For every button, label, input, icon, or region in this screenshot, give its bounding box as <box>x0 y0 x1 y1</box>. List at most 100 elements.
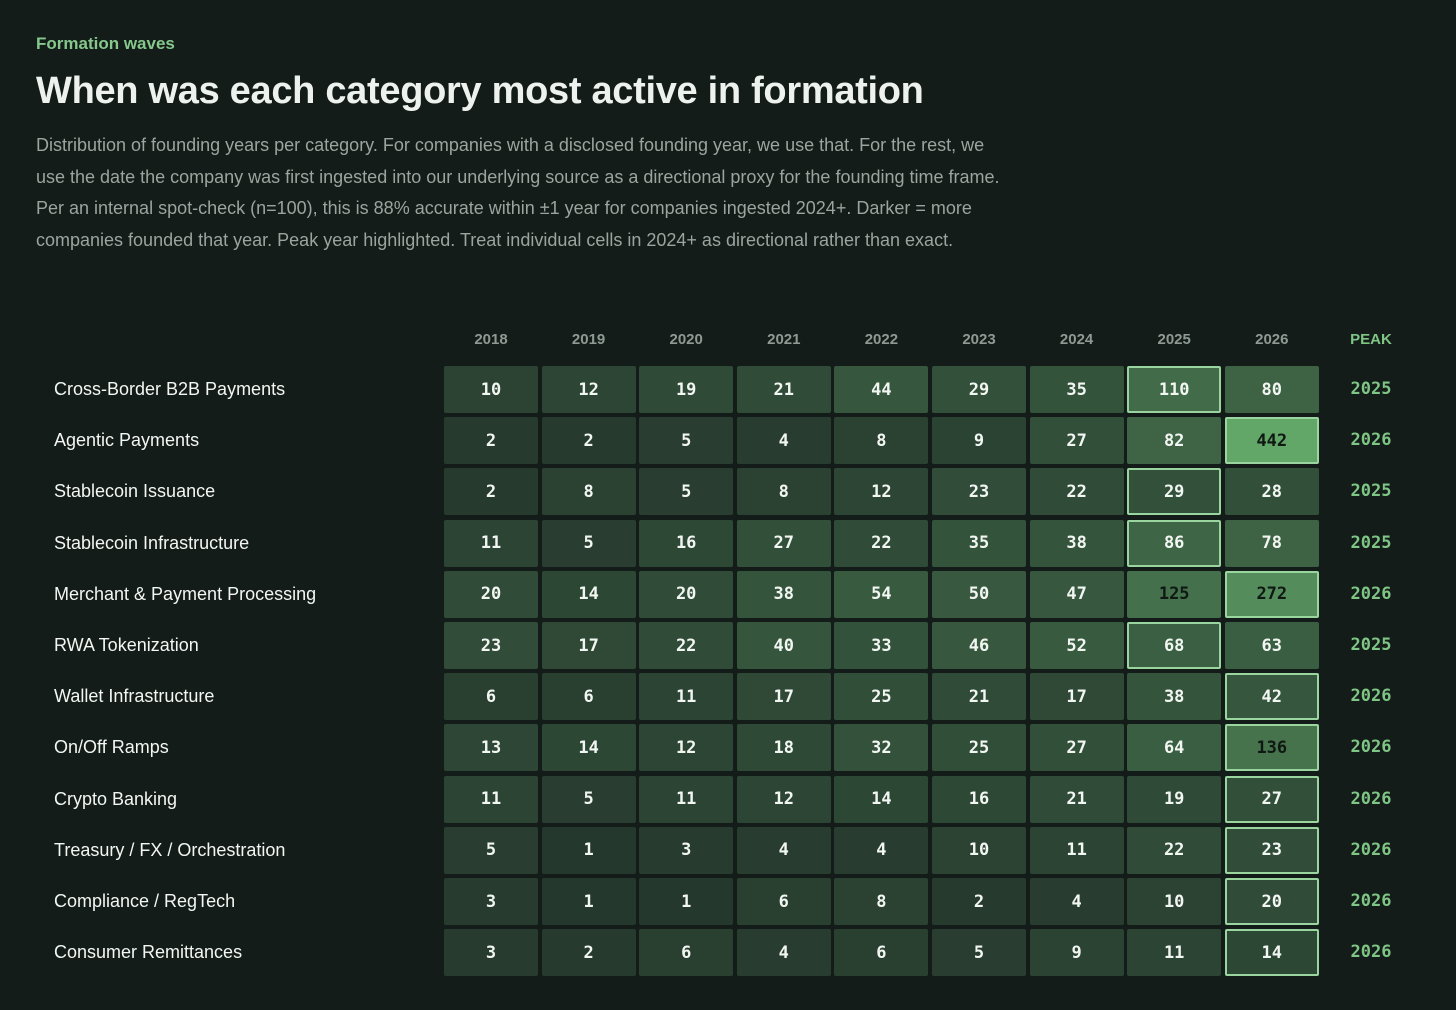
year-column-header: 2021 <box>767 331 801 348</box>
heatmap-cell: 82 <box>1127 417 1222 465</box>
heatmap-cell: 12 <box>736 775 831 823</box>
peak-column-header: PEAK <box>1350 331 1392 348</box>
year-column-header: 2025 <box>1157 331 1191 348</box>
heatmap-cell: 2 <box>444 417 538 465</box>
category-label: On/Off Ramps <box>54 737 169 758</box>
heatmap-cell: 1 <box>541 878 636 925</box>
eyebrow-label: Formation waves <box>36 34 175 53</box>
heatmap-cell: 40 <box>736 622 831 669</box>
page-title: When was each category most active in fo… <box>36 70 924 112</box>
heatmap-cell: 35 <box>1029 366 1124 413</box>
heatmap-cell: 12 <box>639 724 734 772</box>
category-label: Consumer Remittances <box>54 942 243 963</box>
heatmap-cell: 80 <box>1224 366 1319 413</box>
heatmap-cell: 11 <box>444 775 538 823</box>
heatmap-cell: 4 <box>834 826 929 874</box>
heatmap-cell: 13 <box>444 724 538 772</box>
heatmap-cell: 6 <box>736 878 831 925</box>
peak-year-value: 2026 <box>1350 891 1392 911</box>
heatmap-cell: 4 <box>736 417 831 465</box>
heatmap-cell: 22 <box>834 519 929 567</box>
heatmap-cell: 29 <box>1127 468 1222 516</box>
heatmap-cell: 17 <box>736 673 831 721</box>
heatmap-cell: 23 <box>444 622 538 669</box>
category-label: Compliance / RegTech <box>54 891 236 911</box>
heatmap-cell: 1 <box>639 878 734 925</box>
heatmap-cell: 12 <box>834 468 929 516</box>
heatmap-cell: 17 <box>1029 673 1124 721</box>
category-label: Stablecoin Infrastructure <box>54 532 250 553</box>
heatmap-cell: 8 <box>541 468 636 516</box>
heatmap-cell: 63 <box>1224 622 1319 669</box>
heatmap-cell: 27 <box>1029 724 1124 772</box>
heatmap-cell: 21 <box>1029 775 1124 823</box>
heatmap-cell: 2 <box>444 468 538 516</box>
heatmap-cell: 5 <box>639 468 734 516</box>
category-label: Treasury / FX / Orchestration <box>54 839 286 860</box>
category-label: Agentic Payments <box>54 430 200 451</box>
heatmap-cell: 2 <box>541 929 636 977</box>
heatmap-cell: 23 <box>932 468 1026 516</box>
heatmap-cell: 11 <box>639 673 734 721</box>
peak-year-value: 2026 <box>1350 737 1392 758</box>
heatmap-cell: 22 <box>639 622 734 669</box>
year-column-header: 2022 <box>864 331 899 348</box>
heatmap-cell: 20 <box>639 570 734 618</box>
heatmap-cell: 50 <box>932 570 1026 618</box>
heatmap-cell: 32 <box>834 724 929 772</box>
heatmap-cell: 6 <box>541 673 636 721</box>
heatmap-cell: 3 <box>639 826 734 874</box>
peak-year-value: 2026 <box>1350 942 1392 963</box>
heatmap-cell: 25 <box>834 673 929 721</box>
heatmap-cell: 6 <box>834 929 929 977</box>
heatmap-cell: 3 <box>444 929 538 977</box>
heatmap-cell: 16 <box>639 519 734 567</box>
heatmap-cell: 10 <box>932 826 1026 874</box>
chart-description: Distribution of founding years per categ… <box>36 135 1000 250</box>
heatmap-cell: 44 <box>834 366 929 413</box>
heatmap-cell: 10 <box>444 366 538 413</box>
year-column-header: 2026 <box>1255 331 1289 348</box>
heatmap-cell: 1 <box>541 826 636 874</box>
year-column-header: 2019 <box>571 331 606 348</box>
year-column-header: 2023 <box>962 331 996 348</box>
heatmap-cell: 9 <box>1029 929 1124 977</box>
heatmap-cell: 11 <box>444 519 538 567</box>
year-column-header: 2020 <box>669 331 703 348</box>
heatmap-cell: 20 <box>444 570 538 618</box>
heatmap-cell: 8 <box>736 468 831 516</box>
heatmap-cell: 86 <box>1127 519 1222 567</box>
heatmap-cell: 442 <box>1224 417 1319 465</box>
heatmap-cell: 23 <box>1224 826 1319 874</box>
heatmap-cell: 38 <box>1127 673 1222 721</box>
heatmap-cell: 35 <box>932 519 1026 567</box>
year-column-header: 2024 <box>1059 331 1094 348</box>
heatmap-cell: 16 <box>932 775 1026 823</box>
heatmap-cell: 28 <box>1224 468 1319 516</box>
heatmap-cell: 6 <box>639 929 734 977</box>
heatmap-cell: 38 <box>736 570 831 618</box>
heatmap-cell: 8 <box>834 417 929 465</box>
heatmap-cell: 12 <box>541 366 636 413</box>
heatmap-cell: 5 <box>932 929 1026 977</box>
year-column-header: 2018 <box>474 331 508 348</box>
category-label: Stablecoin Issuance <box>54 481 216 502</box>
peak-year-value: 2025 <box>1350 379 1392 399</box>
heatmap-cell: 25 <box>932 724 1026 772</box>
heatmap-cell: 21 <box>932 673 1026 721</box>
heatmap-cell: 110 <box>1127 366 1222 413</box>
heatmap-cell: 4 <box>736 929 831 977</box>
peak-year-value: 2026 <box>1350 583 1392 604</box>
heatmap-cell: 14 <box>541 724 636 772</box>
peak-year-value: 2026 <box>1350 839 1392 860</box>
heatmap-cell: 46 <box>932 622 1026 669</box>
peak-year-value: 2026 <box>1350 686 1392 707</box>
heatmap-cell: 42 <box>1224 673 1319 721</box>
heatmap-cell: 78 <box>1224 519 1319 567</box>
heatmap-cell: 27 <box>1224 775 1319 823</box>
peak-year-value: 2025 <box>1350 635 1392 655</box>
heatmap-cell: 64 <box>1127 724 1222 772</box>
heatmap-cell: 2 <box>541 417 636 465</box>
heatmap-cell: 38 <box>1029 519 1124 567</box>
heatmap-cell: 22 <box>1127 826 1222 874</box>
